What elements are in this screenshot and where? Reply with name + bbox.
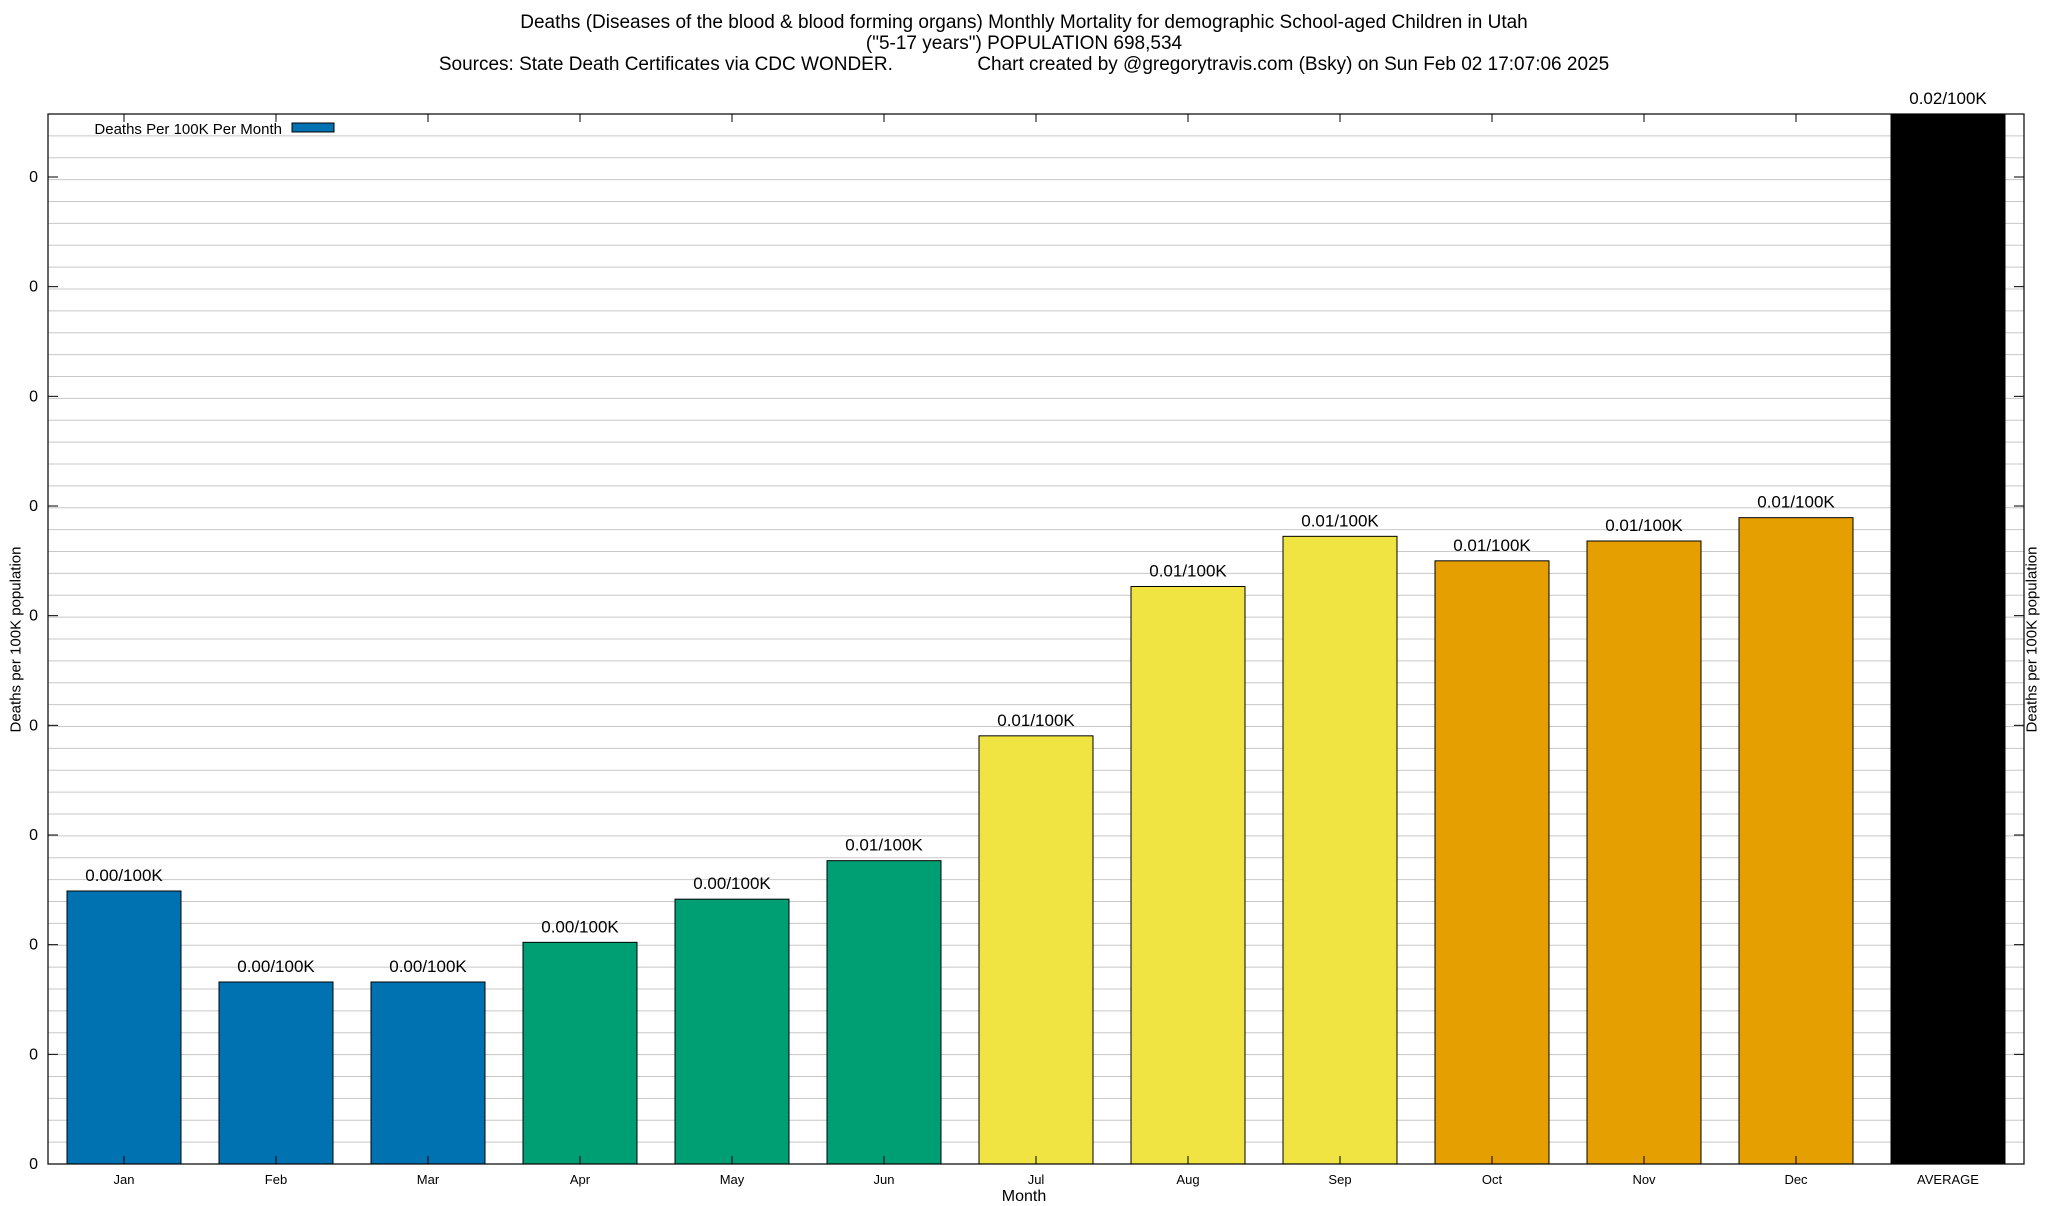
data-label: 0.01/100K <box>997 711 1075 730</box>
bar-dec <box>1738 517 1854 1165</box>
bar-aug <box>1130 586 1246 1165</box>
data-label: 0.00/100K <box>237 957 315 976</box>
x-tick-label: Jul <box>1028 1172 1045 1187</box>
legend-swatch <box>291 122 335 133</box>
data-label: 0.01/100K <box>1453 536 1531 555</box>
bar-nov <box>1586 540 1702 1165</box>
data-label: 0.00/100K <box>541 917 619 936</box>
x-tick-label: May <box>720 1172 745 1187</box>
chart-subtitle: ("5-17 years") POPULATION 698,534 <box>865 33 1183 54</box>
y-tick-labels: 0 0 0 0 0 0 0 0 0 0 <box>29 169 2024 1173</box>
data-labels: 0.00/100K 0.00/100K 0.00/100K 0.00/100K 0.00… <box>85 89 1987 976</box>
y-tick-label: 0 <box>29 827 38 844</box>
x-tick-label: Oct <box>1482 1172 1503 1187</box>
bar-average <box>1890 113 2006 1165</box>
y-tick-label: 0 <box>29 498 38 515</box>
bar-jul <box>978 735 1094 1165</box>
y-tick-label: 0 <box>29 279 38 296</box>
y-tick-label: 0 <box>29 608 38 625</box>
data-label: 0.02/100K <box>1909 89 1987 108</box>
y-axis-label: Deaths per 100K population <box>7 546 25 732</box>
legend: Deaths Per 100K Per Month <box>94 121 335 138</box>
x-tick-label: Dec <box>1784 1172 1808 1187</box>
x-tick-label: Mar <box>417 1172 440 1187</box>
bar-may <box>674 898 790 1165</box>
data-label: 0.01/100K <box>1757 493 1835 512</box>
data-label: 0.00/100K <box>389 957 467 976</box>
bar-sep <box>1282 535 1398 1165</box>
data-label: 0.01/100K <box>1149 562 1227 581</box>
bar-jan <box>66 890 182 1165</box>
bar-jun <box>826 860 942 1165</box>
y-tick-label: 0 <box>29 937 38 954</box>
chart-titles: Deaths (Diseases of the blood & blood fo… <box>0 12 2048 75</box>
bar-feb <box>218 981 334 1165</box>
bar-apr <box>522 941 638 1165</box>
x-tick-label: Nov <box>1632 1172 1656 1187</box>
x-axis-label: Month <box>1001 1188 1047 1205</box>
data-label: 0.00/100K <box>693 874 771 893</box>
x-tick-label: Feb <box>265 1172 287 1187</box>
bar-mar <box>370 981 486 1165</box>
plot-frame <box>47 113 2025 1165</box>
bar-oct <box>1434 560 1550 1165</box>
y-tick-label: 0 <box>29 169 38 186</box>
data-label: 0.01/100K <box>845 836 923 855</box>
y-tick-label: 0 <box>29 1046 38 1063</box>
chart-title: Deaths (Diseases of the blood & blood fo… <box>520 12 1528 33</box>
x-tick-labels: Jan Feb Mar Apr May Jun Jul Aug Sep Oct Nov Dec AVER… <box>114 114 1979 1187</box>
y-tick-label: 0 <box>29 717 38 734</box>
legend-label: Deaths Per 100K Per Month <box>94 121 282 138</box>
x-tick-label: Aug <box>1176 1172 1199 1187</box>
y-tick-label: 0 <box>29 1156 38 1173</box>
y-tick-label: 0 <box>29 388 38 405</box>
x-tick-label: Sep <box>1328 1172 1351 1187</box>
chart-source-line: Sources: State Death Certificates via CD… <box>438 54 1610 75</box>
data-label: 0.01/100K <box>1301 511 1379 530</box>
data-label: 0.01/100K <box>1605 516 1683 535</box>
y2-axis-label: Deaths per 100K population <box>2023 546 2041 732</box>
data-label: 0.00/100K <box>85 866 163 885</box>
x-tick-label: Apr <box>570 1172 591 1187</box>
x-tick-label: Jan <box>114 1172 135 1187</box>
x-tick-label: AVERAGE <box>1917 1172 1979 1187</box>
x-tick-label: Jun <box>874 1172 895 1187</box>
